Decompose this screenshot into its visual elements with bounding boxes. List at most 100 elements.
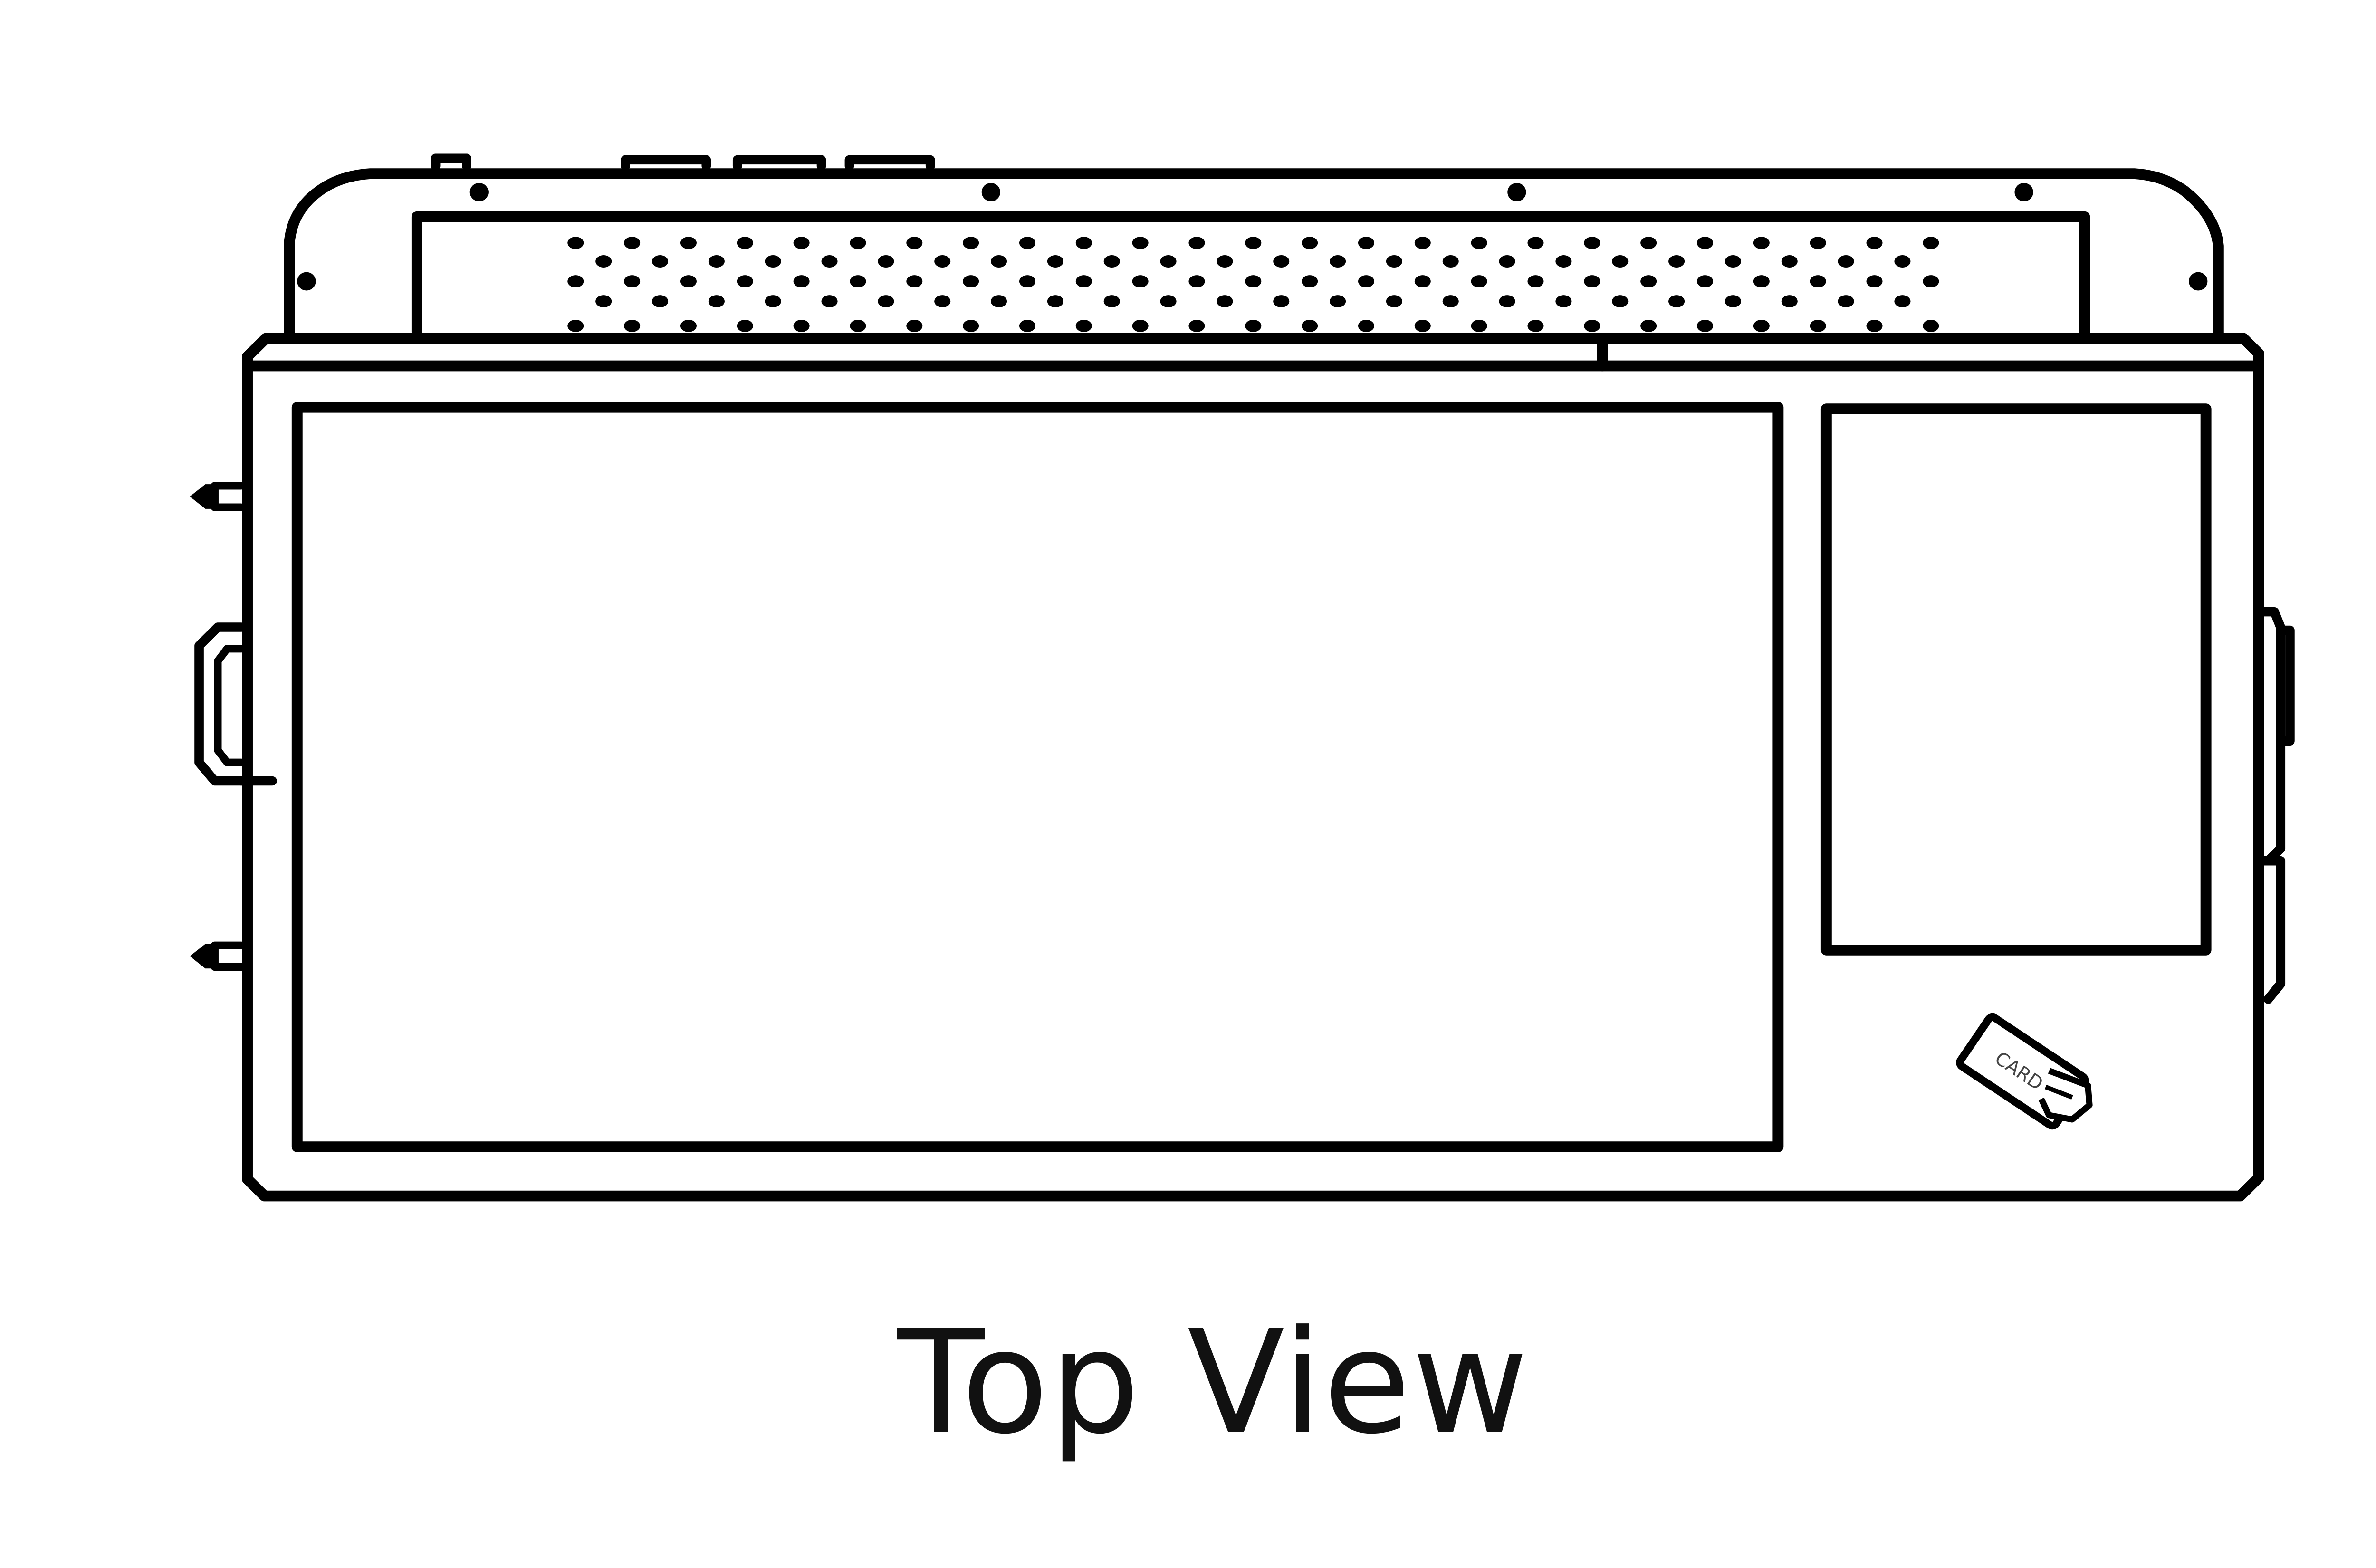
right-side-latches bbox=[2259, 607, 2295, 1004]
grille-hole bbox=[1471, 275, 1487, 287]
grille-hole bbox=[652, 255, 669, 268]
grille-hole bbox=[1527, 275, 1544, 287]
grille-hole bbox=[821, 255, 838, 268]
grille-hole bbox=[1442, 255, 1459, 268]
grille-hole bbox=[1047, 295, 1063, 308]
grille-hole bbox=[1866, 237, 1883, 249]
grille-hole bbox=[737, 275, 753, 287]
grille-hole bbox=[906, 319, 923, 332]
grille-hole bbox=[1188, 237, 1205, 249]
grille-hole bbox=[1273, 295, 1290, 308]
grille-hole bbox=[878, 255, 894, 268]
grille-hole bbox=[1725, 295, 1741, 308]
grille-hole bbox=[1019, 319, 1035, 332]
secondary-display bbox=[1820, 403, 2212, 956]
grille-hole bbox=[1330, 295, 1346, 308]
grille-hole bbox=[624, 275, 641, 287]
grille-hole bbox=[1471, 319, 1487, 332]
grille-hole bbox=[1188, 319, 1205, 332]
grille-hole bbox=[680, 275, 697, 287]
grille-hole bbox=[1217, 255, 1233, 268]
grille-hole bbox=[1075, 319, 1092, 332]
grille-hole bbox=[1584, 275, 1600, 287]
grille-hole bbox=[765, 295, 781, 308]
grille-hole bbox=[1414, 275, 1431, 287]
front-lid-body bbox=[242, 333, 2264, 1202]
left-handle bbox=[194, 622, 246, 786]
grille-hole bbox=[737, 237, 753, 249]
grille-hole bbox=[934, 255, 951, 268]
grille-hole bbox=[1330, 255, 1346, 268]
grille-hole bbox=[1414, 237, 1431, 249]
grille-hole bbox=[1781, 255, 1798, 268]
grille-hole bbox=[821, 295, 838, 308]
grille-hole bbox=[793, 319, 810, 332]
grille-hole bbox=[1217, 295, 1233, 308]
housing-screws bbox=[297, 183, 2208, 291]
grille-hole bbox=[850, 275, 866, 287]
grille-hole bbox=[737, 319, 753, 332]
grille-hole bbox=[1160, 255, 1177, 268]
speaker-grille-holes bbox=[567, 237, 1939, 332]
main-display bbox=[291, 402, 1784, 1152]
grille-hole bbox=[624, 319, 641, 332]
grille-hole bbox=[1103, 295, 1120, 308]
grille-hole bbox=[1810, 275, 1826, 287]
grille-hole bbox=[1245, 237, 1262, 249]
grille-hole bbox=[1499, 255, 1515, 268]
grille-hole bbox=[1894, 255, 1911, 268]
grille-hole bbox=[1838, 255, 1854, 268]
grille-hole bbox=[1527, 319, 1544, 332]
grille-hole bbox=[991, 255, 1007, 268]
grille-hole bbox=[1442, 295, 1459, 308]
grille-hole bbox=[1923, 319, 1939, 332]
grille-hole bbox=[991, 295, 1007, 308]
grille-hole bbox=[1612, 255, 1629, 268]
rear-housing bbox=[284, 168, 2224, 341]
grille-hole bbox=[963, 237, 979, 249]
grille-hole bbox=[1273, 255, 1290, 268]
grille-hole bbox=[793, 275, 810, 287]
grille-hole bbox=[1696, 237, 1714, 249]
grille-hole bbox=[1640, 319, 1657, 332]
grille-hole bbox=[793, 237, 810, 249]
grille-hole bbox=[1696, 275, 1714, 287]
grille-hole bbox=[1866, 319, 1883, 332]
grille-hole bbox=[708, 255, 725, 268]
grille-hole bbox=[1103, 255, 1120, 268]
top-edge-buttons bbox=[431, 153, 935, 171]
grille-hole bbox=[1696, 319, 1714, 332]
grille-hole bbox=[963, 319, 979, 332]
grille-hole bbox=[1245, 275, 1262, 287]
grille-hole bbox=[906, 275, 923, 287]
grille-hole bbox=[1132, 237, 1149, 249]
grille-hole bbox=[934, 295, 951, 308]
card-tap-icon: CARD bbox=[1956, 1013, 2093, 1130]
grille-hole bbox=[1019, 237, 1035, 249]
grille-hole bbox=[567, 275, 584, 287]
grille-hole bbox=[1555, 295, 1572, 308]
grille-hole bbox=[1838, 295, 1854, 308]
grille-hole bbox=[567, 319, 584, 332]
grille-hole bbox=[680, 237, 697, 249]
grille-hole bbox=[850, 319, 866, 332]
grille-hole bbox=[624, 237, 641, 249]
grille-hole bbox=[1668, 295, 1685, 308]
grille-hole bbox=[878, 295, 894, 308]
grille-hole bbox=[1555, 255, 1572, 268]
grille-hole bbox=[1810, 237, 1826, 249]
grille-hole bbox=[963, 275, 979, 287]
grille-hole bbox=[708, 295, 725, 308]
grille-hole bbox=[652, 295, 669, 308]
grille-hole bbox=[1668, 255, 1685, 268]
grille-hole bbox=[1188, 275, 1205, 287]
grille-hole bbox=[1132, 275, 1149, 287]
grille-hole bbox=[1358, 319, 1375, 332]
grille-hole bbox=[567, 237, 584, 249]
grille-hole bbox=[1923, 237, 1939, 249]
grille-hole bbox=[1640, 275, 1657, 287]
grille-hole bbox=[765, 255, 781, 268]
grille-hole bbox=[906, 237, 923, 249]
grille-hole bbox=[1753, 275, 1770, 287]
grille-hole bbox=[1075, 237, 1092, 249]
